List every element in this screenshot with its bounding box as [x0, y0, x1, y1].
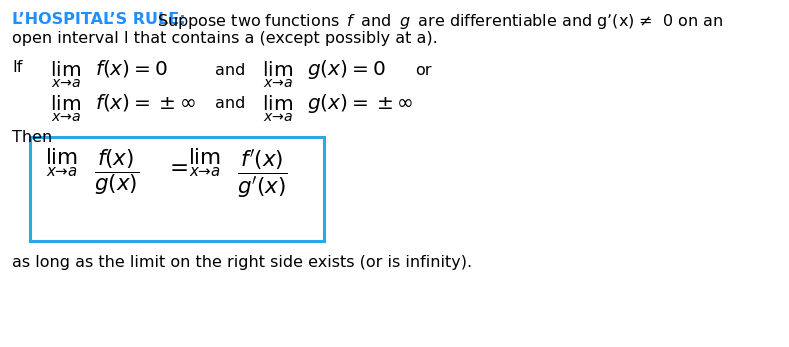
- Text: $g(x) = 0$: $g(x) = 0$: [307, 58, 386, 81]
- Text: $\lim_{x \to a}$: $\lim_{x \to a}$: [50, 94, 81, 125]
- Text: $\dfrac{f(x)}{g(x)}$: $\dfrac{f(x)}{g(x)}$: [94, 147, 139, 197]
- FancyBboxPatch shape: [30, 137, 324, 241]
- Text: $\lim_{x \to a}$: $\lim_{x \to a}$: [50, 60, 81, 91]
- Text: $f(x) = 0$: $f(x) = 0$: [95, 58, 168, 79]
- Text: or: or: [415, 63, 432, 78]
- Text: $\lim_{x \to a}$: $\lim_{x \to a}$: [188, 147, 221, 179]
- Text: $\dfrac{f'(x)}{g'(x)}$: $\dfrac{f'(x)}{g'(x)}$: [237, 147, 288, 200]
- Text: as long as the limit on the right side exists (or is infinity).: as long as the limit on the right side e…: [12, 255, 472, 270]
- Text: L’HOSPITAL’S RULE:: L’HOSPITAL’S RULE:: [12, 12, 185, 27]
- Text: $g(x) = \pm\infty$: $g(x) = \pm\infty$: [307, 92, 413, 115]
- Text: Then: Then: [12, 130, 52, 145]
- Text: and: and: [215, 96, 245, 111]
- Text: $f(x) = \pm\infty$: $f(x) = \pm\infty$: [95, 92, 196, 113]
- Text: $=$: $=$: [165, 155, 189, 178]
- Text: If: If: [12, 60, 22, 75]
- Text: $\lim_{x \to a}$: $\lim_{x \to a}$: [262, 60, 294, 91]
- Text: Suppose two functions  $f$  and  $g$  are differentiable and g’(x) ≠  0 on an: Suppose two functions $f$ and $g$ are di…: [152, 12, 724, 31]
- Text: open interval I that contains a (except possibly at a).: open interval I that contains a (except …: [12, 31, 438, 46]
- Text: $\lim_{x \to a}$: $\lim_{x \to a}$: [45, 147, 78, 179]
- Text: and: and: [215, 63, 245, 78]
- Text: $\lim_{x \to a}$: $\lim_{x \to a}$: [262, 94, 294, 125]
